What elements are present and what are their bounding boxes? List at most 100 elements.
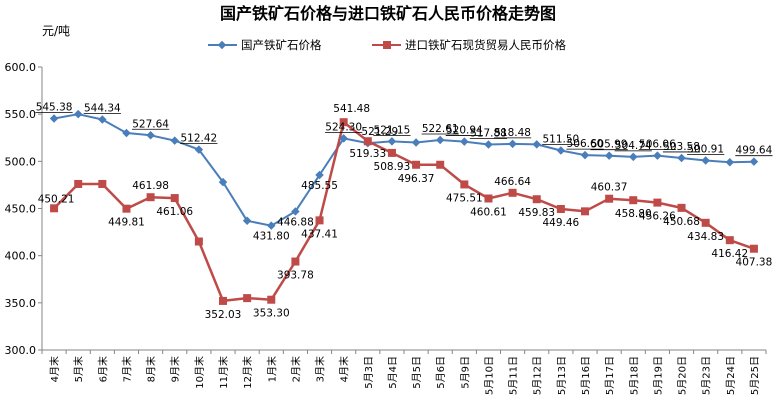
- data-label-import: 466.64: [494, 176, 531, 188]
- x-tick-label: 5月11日: [508, 356, 520, 395]
- data-label-domestic: 521.15: [374, 124, 411, 136]
- point-domestic: [677, 153, 686, 163]
- y-tick-label: 600.0: [5, 61, 37, 74]
- point-domestic: [435, 135, 445, 145]
- point-domestic: [629, 152, 638, 162]
- data-label-import: 460.37: [591, 182, 628, 194]
- point-import: [267, 295, 276, 304]
- data-label-import: 458.80: [615, 208, 652, 220]
- point-import: [194, 237, 203, 246]
- point-domestic: [194, 145, 204, 154]
- point-domestic: [580, 150, 590, 160]
- data-label-domestic: 527.64: [132, 118, 169, 130]
- data-label-domestic: 520.94: [446, 125, 483, 137]
- data-label-import: 353.30: [253, 308, 290, 320]
- point-import: [436, 160, 445, 169]
- x-tick-label: 12月末: [241, 356, 254, 389]
- y-tick-label: 500.0: [5, 155, 37, 168]
- point-domestic: [725, 158, 735, 167]
- data-label-import: 437.41: [301, 228, 338, 240]
- x-tick-label: 9月末: [169, 356, 182, 382]
- y-tick-label: 450.0: [5, 203, 37, 216]
- data-label-domestic: 431.80: [253, 231, 290, 243]
- x-tick-label: 5月5日: [411, 356, 423, 389]
- point-domestic: [170, 136, 179, 145]
- data-label-import: 449.46: [542, 217, 579, 229]
- data-label-domestic: 485.55: [301, 180, 338, 192]
- x-tick-label: 5月4日: [387, 356, 399, 389]
- point-domestic: [556, 146, 566, 155]
- data-label-import: 434.83: [687, 231, 724, 243]
- point-domestic: [653, 151, 662, 160]
- point-import: [701, 218, 710, 227]
- point-import: [556, 205, 565, 214]
- y-tick-label: 300.0: [5, 344, 37, 357]
- x-tick-label: 5月6日: [435, 356, 447, 389]
- point-import: [460, 180, 469, 189]
- point-import: [315, 216, 324, 225]
- legend-label-domestic: 国产铁矿石价格: [241, 38, 322, 52]
- data-label-import: 450.68: [663, 216, 700, 228]
- legend: 国产铁矿石价格 进口铁矿石现货贸易人民币价格: [208, 38, 566, 52]
- point-import: [677, 203, 686, 212]
- legend-marker-import: [383, 41, 391, 49]
- data-label-domestic: 504.74: [615, 140, 652, 152]
- point-domestic: [242, 216, 252, 226]
- x-tick-label: 6月末: [96, 356, 109, 382]
- point-import: [725, 236, 734, 245]
- x-tick-label: 7月末: [120, 356, 133, 382]
- point-import: [170, 194, 179, 203]
- data-label-domestic: 511.50: [542, 133, 579, 145]
- x-tick-label: 8月末: [145, 356, 158, 382]
- point-import: [412, 160, 421, 169]
- x-tick-label: 5月20日: [677, 356, 689, 395]
- x-tick-label: 4月末: [338, 356, 351, 382]
- point-domestic: [749, 157, 759, 166]
- x-tick-label: 5月16日: [580, 356, 592, 395]
- x-tick-label: 3月末: [314, 356, 327, 382]
- point-domestic: [604, 151, 614, 160]
- y-tick-label: 400.0: [5, 250, 37, 263]
- point-import: [749, 244, 758, 253]
- data-label-domestic: 446.88: [277, 216, 314, 228]
- y-tick-label: 350.0: [5, 297, 37, 310]
- data-label-import: 541.48: [333, 103, 370, 115]
- y-axis-unit: 元/吨: [42, 24, 70, 38]
- x-tick-label: 5月13日: [556, 356, 568, 395]
- data-label-import: 461.06: [156, 206, 193, 218]
- data-label-import: 449.81: [108, 217, 145, 229]
- data-label-import: 459.83: [518, 207, 555, 219]
- x-tick-label: 11月末: [217, 356, 230, 389]
- data-label-domestic: 524.30: [325, 121, 362, 133]
- x-tick-label: 5月19日: [652, 356, 664, 395]
- series-line-import: [53, 120, 755, 303]
- data-label-domestic: 544.34: [84, 103, 121, 115]
- x-tick-label: 5月18日: [628, 356, 640, 395]
- data-label-domestic: 518.48: [494, 127, 531, 139]
- point-domestic: [315, 170, 324, 180]
- y-tick-label: 550.0: [5, 108, 37, 121]
- point-domestic: [411, 138, 421, 147]
- point-import: [339, 118, 348, 127]
- point-import: [605, 194, 614, 203]
- x-tick-label: 1月末: [265, 356, 278, 382]
- point-import: [74, 179, 83, 188]
- x-tick-label: 5月3日: [363, 356, 375, 389]
- data-label-import: 450.21: [38, 193, 75, 205]
- x-tick-label: 5月24日: [725, 356, 737, 395]
- point-import: [291, 257, 300, 266]
- x-tick-label: 10月末: [193, 356, 206, 389]
- data-label-domestic: 517.88: [470, 127, 507, 139]
- x-tick-label: 5月10日: [483, 356, 495, 395]
- x-tick-label: 2月末: [289, 356, 302, 382]
- data-label-import: 352.03: [205, 309, 242, 321]
- series-markers: [49, 109, 759, 305]
- data-label-import: 460.61: [470, 206, 507, 218]
- point-import: [219, 296, 227, 305]
- point-import: [581, 207, 589, 216]
- point-domestic: [146, 131, 155, 140]
- point-import: [146, 193, 155, 202]
- data-label-domestic: 506.06: [639, 139, 676, 151]
- x-tick-label: 5月25日: [749, 356, 761, 395]
- point-import: [484, 194, 493, 203]
